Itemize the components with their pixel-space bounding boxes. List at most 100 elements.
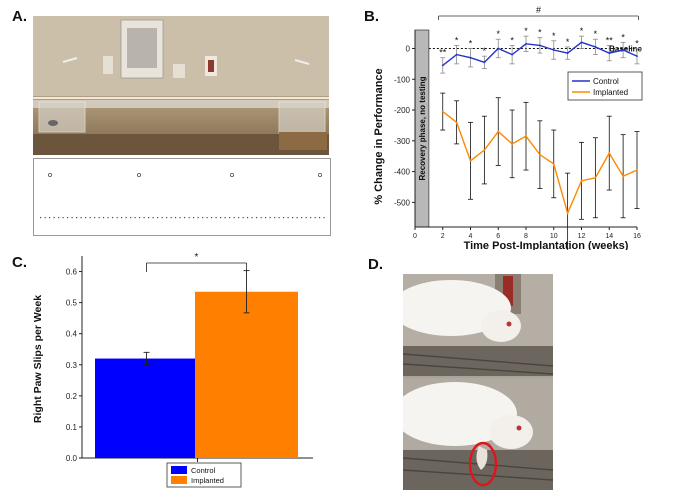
schematic-rung: [40, 217, 42, 219]
schematic-rung: [49, 217, 51, 219]
y-tick-label: 0.6: [66, 268, 78, 277]
schematic-rung: [211, 217, 213, 219]
data-point-control: [552, 49, 555, 51]
data-point-implanted: [469, 159, 472, 162]
legend-label-implanted: Implanted: [593, 88, 628, 97]
baseline-label: Baseline: [609, 44, 642, 53]
data-point-control: [566, 52, 569, 54]
data-point-control: [469, 56, 472, 59]
y-tick-label: -300: [394, 137, 411, 146]
schematic-rung: [80, 217, 82, 219]
schematic-rung: [166, 217, 168, 219]
recovery-phase-label: Recovery phase, no testing: [418, 76, 427, 180]
y-tick-label: 0.2: [66, 392, 78, 401]
paw-slip-highlight-circle: [468, 441, 498, 487]
schematic-rung: [143, 217, 145, 219]
bar-control: [95, 358, 198, 458]
data-point-control: [441, 64, 444, 67]
schematic-rung: [197, 217, 199, 219]
schematic-rung: [215, 217, 217, 219]
schematic-rung: [71, 217, 73, 219]
data-point-implanted: [441, 110, 444, 113]
data-point-control: [636, 55, 638, 58]
schematic-rung: [89, 217, 91, 219]
schematic-rung: [116, 217, 118, 219]
legend-label-implanted: Implanted: [191, 476, 224, 485]
schematic-rung: [161, 217, 163, 219]
data-point-implanted: [580, 179, 583, 182]
x-tick-label: 8: [524, 233, 528, 240]
schematic-marker-3: [317, 172, 322, 177]
y-tick-label: -500: [394, 198, 411, 207]
schematic-rung: [152, 217, 154, 219]
schematic-rung: [229, 217, 231, 219]
schematic-rung: [224, 217, 226, 219]
legend-label-control: Control: [191, 466, 216, 475]
schematic-rung: [274, 217, 276, 219]
apparatus-photo: [33, 16, 329, 155]
schematic-rung: [112, 217, 114, 219]
schematic-rung: [157, 217, 159, 219]
schematic-rung: [242, 217, 244, 219]
data-point-implanted: [608, 152, 611, 155]
significance-star: *: [635, 38, 639, 48]
significance-star: *: [552, 31, 556, 41]
schematic-rung: [134, 217, 136, 219]
schematic-rung: [202, 217, 204, 219]
data-point-control: [455, 53, 458, 56]
significance-star: *: [455, 35, 459, 45]
schematic-rung: [179, 217, 181, 219]
y-axis-label: Right Paw Slips per Week: [32, 295, 44, 423]
schematic-rung: [107, 217, 109, 219]
data-point-control: [497, 47, 500, 50]
schematic-rung: [278, 217, 280, 219]
schematic-marker-2: [229, 172, 234, 177]
data-point-implanted: [525, 135, 527, 138]
schematic-rung: [188, 217, 190, 219]
significance-star: *: [483, 46, 487, 56]
significance-star: *: [195, 252, 199, 263]
data-point-implanted: [455, 121, 458, 124]
ladder-schematic: [33, 158, 331, 236]
data-point-implanted: [552, 162, 555, 165]
significance-star: **: [439, 48, 447, 58]
schematic-rung: [301, 217, 303, 219]
performance-chart: Recovery phase, no testing 0 2 4 6 8 10 12 14 16 0…: [373, 5, 643, 250]
schematic-rung: [323, 217, 325, 219]
x-tick-label: 6: [496, 233, 500, 240]
legend-label-control: Control: [593, 77, 619, 86]
schematic-rung: [125, 217, 127, 219]
significance-star: *: [469, 38, 473, 48]
schematic-rung: [319, 217, 321, 219]
legend-box: [567, 71, 643, 101]
x-tick-label: 0: [413, 233, 417, 240]
x-tick-label: 2: [441, 233, 445, 240]
panel-label-b: B.: [364, 8, 379, 25]
x-tick-label: 4: [469, 233, 473, 240]
data-point-control: [594, 46, 597, 48]
schematic-rung: [44, 217, 46, 219]
x-tick-label: 12: [578, 233, 586, 240]
y-tick-label: -400: [394, 168, 411, 177]
significance-star: **: [606, 35, 614, 45]
schematic-rung: [251, 217, 253, 219]
schematic-rung: [62, 217, 64, 219]
schematic-rung: [58, 217, 60, 219]
schematic-rung: [220, 217, 222, 219]
data-point-implanted: [497, 130, 500, 133]
schematic-rung: [121, 217, 123, 219]
x-tick-label: 16: [633, 233, 641, 240]
schematic-rung: [103, 217, 105, 219]
y-tick-label: 0.1: [66, 423, 78, 432]
schematic-rung: [296, 217, 298, 219]
y-tick-label: -200: [394, 106, 411, 115]
data-point-implanted: [622, 175, 625, 178]
data-point-control: [622, 49, 625, 51]
legend-swatch-control: [171, 466, 187, 474]
data-point-implanted: [594, 176, 597, 179]
schematic-rung: [305, 217, 307, 219]
bar-implanted: [195, 291, 298, 458]
x-tick-label: 10: [550, 233, 558, 240]
schematic-rung: [260, 217, 262, 219]
schematic-marker-0: [47, 172, 52, 177]
